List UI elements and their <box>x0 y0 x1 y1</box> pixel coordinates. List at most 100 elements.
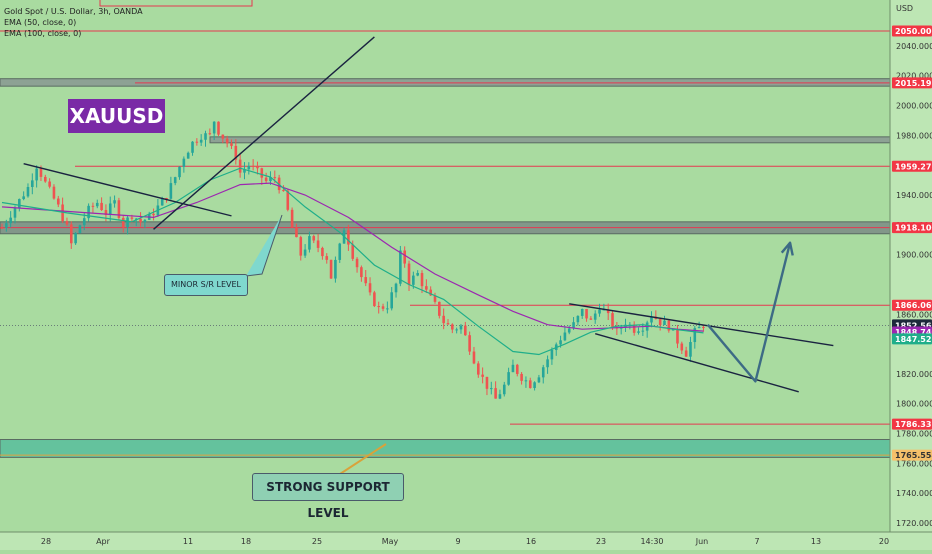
candle-body-43[interactable] <box>186 152 190 159</box>
candle-body-29[interactable] <box>126 217 129 228</box>
trendline-0[interactable] <box>23 163 232 217</box>
candle-body-21[interactable] <box>91 205 95 207</box>
candle-body-160[interactable] <box>693 328 697 343</box>
candle-body-153[interactable] <box>663 320 666 326</box>
candle-body-81[interactable] <box>351 244 355 259</box>
candle-body-6[interactable] <box>26 187 30 197</box>
candle-body-105[interactable] <box>455 329 458 331</box>
candle-body-162[interactable] <box>702 326 705 329</box>
candle-body-146[interactable] <box>632 324 636 333</box>
candle-body-90[interactable] <box>390 292 393 309</box>
candle-body-42[interactable] <box>182 158 186 167</box>
candle-body-143[interactable] <box>619 327 623 329</box>
candle-body-51[interactable] <box>221 134 225 139</box>
candle-body-137[interactable] <box>593 313 597 320</box>
candle-body-158[interactable] <box>684 350 688 357</box>
candle-body-58[interactable] <box>251 165 255 167</box>
candle-body-113[interactable] <box>489 388 493 390</box>
candle-body-71[interactable] <box>308 236 311 250</box>
ema50-legend[interactable]: EMA (50, close, 0) <box>4 18 77 27</box>
candle-body-102[interactable] <box>442 315 445 324</box>
candle-body-49[interactable] <box>212 121 216 134</box>
candle-body-39[interactable] <box>169 183 173 199</box>
candle-body-4[interactable] <box>18 199 21 208</box>
candle-body-7[interactable] <box>31 180 34 188</box>
candle-body-92[interactable] <box>399 250 402 284</box>
candle-body-33[interactable] <box>143 219 147 223</box>
candle-body-20[interactable] <box>87 205 90 219</box>
candle-body-18[interactable] <box>78 225 82 234</box>
candle-body-127[interactable] <box>550 350 554 360</box>
candle-body-93[interactable] <box>403 250 406 264</box>
candle-body-103[interactable] <box>446 323 450 325</box>
candle-body-28[interactable] <box>121 217 125 228</box>
projection-arrow[interactable] <box>706 242 792 383</box>
candle-body-78[interactable] <box>338 243 342 260</box>
candle-body-123[interactable] <box>533 382 536 389</box>
candle-body-74[interactable] <box>321 247 324 257</box>
candle-body-70[interactable] <box>303 249 307 256</box>
candle-body-134[interactable] <box>580 308 584 316</box>
candle-body-122[interactable] <box>528 380 532 389</box>
price-tag-bg-1[interactable] <box>892 77 932 89</box>
price-tag-bg-2[interactable] <box>892 160 932 172</box>
candle-body-40[interactable] <box>173 177 177 184</box>
trendline-1[interactable] <box>153 36 375 230</box>
candle-body-66[interactable] <box>286 190 290 210</box>
candle-body-125[interactable] <box>541 367 545 378</box>
candle-body-83[interactable] <box>360 267 363 278</box>
candle-body-161[interactable] <box>697 326 701 329</box>
candle-body-85[interactable] <box>368 283 372 293</box>
candle-body-115[interactable] <box>498 394 502 399</box>
candle-body-133[interactable] <box>576 315 580 323</box>
candle-body-75[interactable] <box>325 256 329 260</box>
candle-body-80[interactable] <box>347 230 350 245</box>
projection-arrow-head[interactable] <box>780 241 794 256</box>
candle-body-55[interactable] <box>238 159 242 173</box>
candle-body-65[interactable] <box>282 190 285 192</box>
price-tag-bg-8[interactable] <box>892 418 932 430</box>
candle-body-109[interactable] <box>472 351 476 364</box>
candle-body-82[interactable] <box>355 258 359 268</box>
candle-body-86[interactable] <box>373 292 376 307</box>
trendline-3[interactable] <box>595 332 799 393</box>
candle-body-10[interactable] <box>44 176 47 182</box>
candle-body-117[interactable] <box>507 372 510 385</box>
candle-body-124[interactable] <box>537 377 541 383</box>
ema50-line[interactable] <box>1 167 704 356</box>
candle-body-47[interactable] <box>204 133 207 140</box>
candle-body-56[interactable] <box>243 169 246 173</box>
candle-body-73[interactable] <box>316 240 320 248</box>
candle-body-119[interactable] <box>515 364 519 374</box>
candle-body-38[interactable] <box>165 198 168 200</box>
candle-body-63[interactable] <box>273 177 277 179</box>
candle-body-88[interactable] <box>381 306 385 309</box>
candle-body-95[interactable] <box>412 275 415 285</box>
symbol-title[interactable]: Gold Spot / U.S. Dollar, 3h, OANDA <box>4 7 143 16</box>
candle-body-120[interactable] <box>520 373 523 381</box>
candle-body-2[interactable] <box>9 217 12 224</box>
candle-body-16[interactable] <box>69 224 73 244</box>
candle-body-111[interactable] <box>481 374 484 377</box>
candle-body-99[interactable] <box>429 289 432 296</box>
candle-body-104[interactable] <box>451 324 454 330</box>
candle-body-155[interactable] <box>671 329 675 331</box>
candle-body-25[interactable] <box>108 203 112 215</box>
candle-body-129[interactable] <box>559 340 562 345</box>
price-tag-bg-4[interactable] <box>892 299 932 311</box>
candle-body-121[interactable] <box>524 380 528 382</box>
candle-body-140[interactable] <box>606 309 610 314</box>
strong-support-callout[interactable]: STRONG SUPPORT LEVEL <box>252 473 404 520</box>
candle-body-135[interactable] <box>585 308 588 319</box>
candle-body-132[interactable] <box>572 322 575 329</box>
candle-body-11[interactable] <box>48 181 51 187</box>
candle-body-0[interactable] <box>0 227 4 229</box>
candle-body-24[interactable] <box>104 210 108 215</box>
time-axis[interactable] <box>0 532 932 550</box>
candle-body-136[interactable] <box>589 318 593 320</box>
candle-body-152[interactable] <box>658 318 662 326</box>
price-tag-bg-7[interactable] <box>892 333 932 345</box>
candle-body-94[interactable] <box>407 263 411 285</box>
